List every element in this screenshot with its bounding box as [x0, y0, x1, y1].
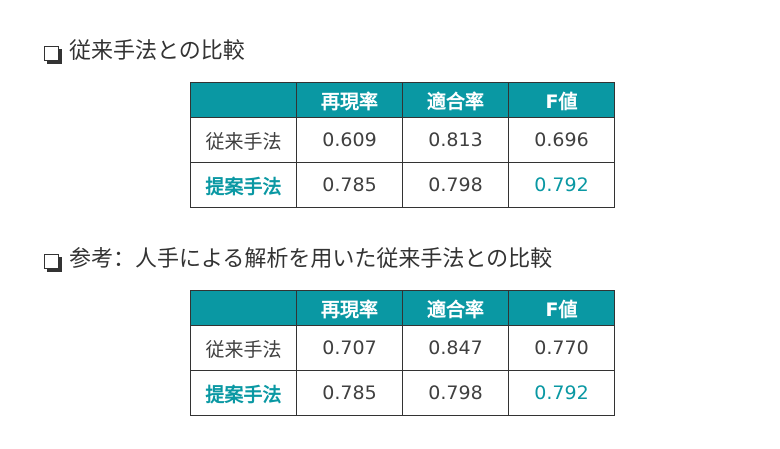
- checkbox-icon: [44, 45, 62, 64]
- value-cell: 0.785: [296, 370, 403, 416]
- value-cell: 0.609: [296, 117, 403, 163]
- value-cell: 0.798: [402, 370, 509, 416]
- value-cell: 0.813: [402, 117, 509, 163]
- section-title-text: 参考：人手による解析を用いた従来手法との比較: [69, 247, 553, 272]
- header-cell-precision: 適合率: [402, 82, 509, 118]
- checkbox-icon: [44, 253, 62, 272]
- header-cell-f-measure: F値: [508, 290, 615, 326]
- value-cell: 0.696: [508, 117, 615, 163]
- header-cell-empty: [190, 82, 297, 118]
- header-cell-recall: 再現率: [296, 82, 403, 118]
- value-cell: 0.770: [508, 325, 615, 371]
- header-cell-precision: 適合率: [402, 290, 509, 326]
- table-row: 従来手法 0.609 0.813 0.696: [190, 117, 615, 163]
- value-cell-highlight: 0.792: [508, 162, 615, 208]
- header-cell-empty: [190, 290, 297, 326]
- row-label-proposed: 提案手法: [190, 370, 297, 416]
- table-row: 従来手法 0.707 0.847 0.770: [190, 325, 615, 371]
- section-title-comparison: 従来手法との比較: [44, 38, 245, 66]
- section-title-reference: 参考：人手による解析を用いた従来手法との比較: [44, 246, 552, 274]
- value-cell: 0.847: [402, 325, 509, 371]
- table-header-row: 再現率 適合率 F値: [190, 290, 615, 326]
- row-label-conventional: 従来手法: [190, 117, 297, 163]
- header-cell-f-measure: F値: [508, 82, 615, 118]
- header-cell-recall: 再現率: [296, 290, 403, 326]
- table-row: 提案手法 0.785 0.798 0.792: [190, 162, 615, 208]
- comparison-table: 再現率 適合率 F値 従来手法 0.609 0.813 0.696 提案手法 0…: [190, 82, 615, 208]
- value-cell-highlight: 0.792: [508, 370, 615, 416]
- value-cell: 0.798: [402, 162, 509, 208]
- reference-comparison-table: 再現率 適合率 F値 従来手法 0.707 0.847 0.770 提案手法 0…: [190, 290, 615, 416]
- value-cell: 0.785: [296, 162, 403, 208]
- section-title-text: 従来手法との比較: [69, 39, 245, 64]
- row-label-proposed: 提案手法: [190, 162, 297, 208]
- table-row: 提案手法 0.785 0.798 0.792: [190, 370, 615, 416]
- row-label-conventional: 従来手法: [190, 325, 297, 371]
- value-cell: 0.707: [296, 325, 403, 371]
- table-header-row: 再現率 適合率 F値: [190, 82, 615, 118]
